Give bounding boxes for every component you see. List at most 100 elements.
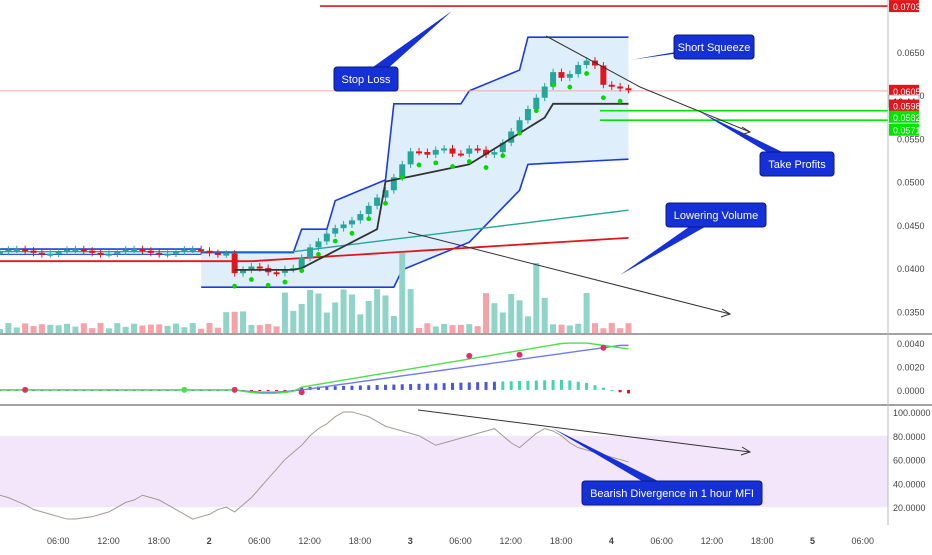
macd-histogram-bar: [610, 389, 614, 391]
psar-dot: [517, 130, 522, 136]
volume-bar: [22, 323, 29, 333]
volume-bar: [499, 312, 506, 333]
candle-body: [189, 249, 196, 252]
volume-bar: [357, 314, 364, 333]
candle-body: [474, 148, 481, 151]
volume-bar: [131, 323, 138, 333]
price-tick-label: 0.0550: [897, 134, 925, 144]
macd-tick-label: 0.0040: [897, 339, 925, 349]
price-tick-label: 0.0400: [897, 264, 925, 274]
macd-histogram-bar: [627, 389, 630, 394]
volume-bar: [164, 325, 171, 333]
candle-body: [105, 253, 112, 256]
candle-body: [457, 153, 464, 156]
volume-bar: [105, 328, 112, 333]
price-badge-label: 0.0703: [893, 2, 921, 12]
volume-bar: [558, 324, 565, 333]
psar-dot: [450, 164, 455, 169]
trend-line: [545, 35, 641, 88]
candle-body: [47, 253, 54, 256]
candle-body: [315, 241, 322, 248]
time-tick-label: 06:00: [851, 536, 874, 546]
volume-bar: [617, 328, 624, 333]
price-tick-label: 0.0350: [897, 307, 925, 317]
candle-body: [22, 249, 29, 252]
volume-bar: [432, 326, 439, 333]
candle-body: [483, 149, 490, 155]
psar-dot: [617, 98, 623, 104]
time-tick-label: 18:00: [550, 536, 573, 546]
psar-dot: [600, 95, 606, 101]
callout-pointer: [700, 112, 807, 164]
time-tick-label: 3: [408, 536, 413, 546]
volume-bar: [550, 324, 557, 333]
candle-body: [550, 72, 557, 87]
time-tick-label: 06:00: [248, 536, 271, 546]
macd-histogram-bar: [459, 382, 463, 390]
time-tick-label: 18:00: [349, 536, 372, 546]
time-tick-label: 12:00: [701, 536, 724, 546]
volume-bar: [441, 323, 448, 333]
volume-bar: [248, 324, 255, 333]
candle-body: [72, 249, 79, 252]
candle-body: [181, 249, 188, 252]
psar-dot: [383, 200, 388, 206]
time-tick-label: 18:00: [148, 536, 171, 546]
mfi-tick-label: 40.0000: [893, 479, 926, 489]
volume-bar: [181, 327, 188, 333]
arrow-head: [720, 308, 732, 318]
macd-histogram-bar: [383, 384, 387, 390]
mfi-line: [0, 411, 629, 520]
psar-dot: [349, 230, 355, 236]
candle-body: [156, 252, 163, 255]
candle-body: [390, 177, 397, 191]
volume-bar: [47, 324, 54, 333]
candle-body: [248, 266, 255, 270]
price-badge: [889, 110, 919, 123]
trailing-stop-line: [234, 102, 629, 271]
arrow-head: [740, 126, 752, 136]
candle-body: [281, 269, 288, 273]
callout-text: Bearish Divergence in 1 hour MFI: [590, 488, 754, 500]
volume-bar: [5, 323, 12, 333]
candle-body: [558, 72, 565, 78]
macd-histogram-bar: [333, 386, 337, 390]
mfi-tick-label: 100.0000: [893, 408, 931, 418]
price-badge: [889, 0, 919, 13]
volume-bar: [483, 293, 490, 333]
volume-bar: [348, 294, 355, 333]
macd-histogram-bar: [417, 383, 421, 390]
macd-histogram-bar: [342, 385, 346, 390]
candle-body: [164, 253, 171, 256]
psar-dot: [332, 238, 338, 244]
psar-dot: [249, 277, 254, 282]
macd-histogram-bar: [283, 389, 287, 391]
candle-body: [407, 151, 414, 165]
price-badge-label: 0.0571: [893, 126, 921, 136]
time-tick-label: 06:00: [449, 536, 472, 546]
mfi-tick-label: 20.0000: [893, 503, 926, 513]
macd-histogram-bar: [585, 382, 589, 390]
volume-bar: [466, 324, 473, 333]
volume-bar: [273, 326, 280, 333]
candle-body: [122, 249, 129, 252]
upper-channel-line: [201, 36, 629, 254]
psar-dot: [533, 108, 539, 114]
candle-body: [374, 197, 381, 206]
volume-bar: [189, 323, 196, 333]
candle-body: [416, 151, 422, 154]
candle-body: [13, 249, 20, 252]
volume-bar: [407, 289, 414, 333]
price-badge: [889, 84, 919, 97]
candle-body: [147, 250, 154, 253]
macd-cross-dot: [516, 351, 523, 358]
psar-dot: [483, 165, 489, 170]
volume-bar: [474, 326, 481, 333]
trend-line: [407, 231, 731, 315]
candle-body: [131, 249, 138, 252]
candle-body: [214, 252, 221, 255]
volume-bar: [55, 325, 62, 333]
macd-histogram-bar: [434, 383, 438, 390]
candle-body: [533, 97, 540, 109]
